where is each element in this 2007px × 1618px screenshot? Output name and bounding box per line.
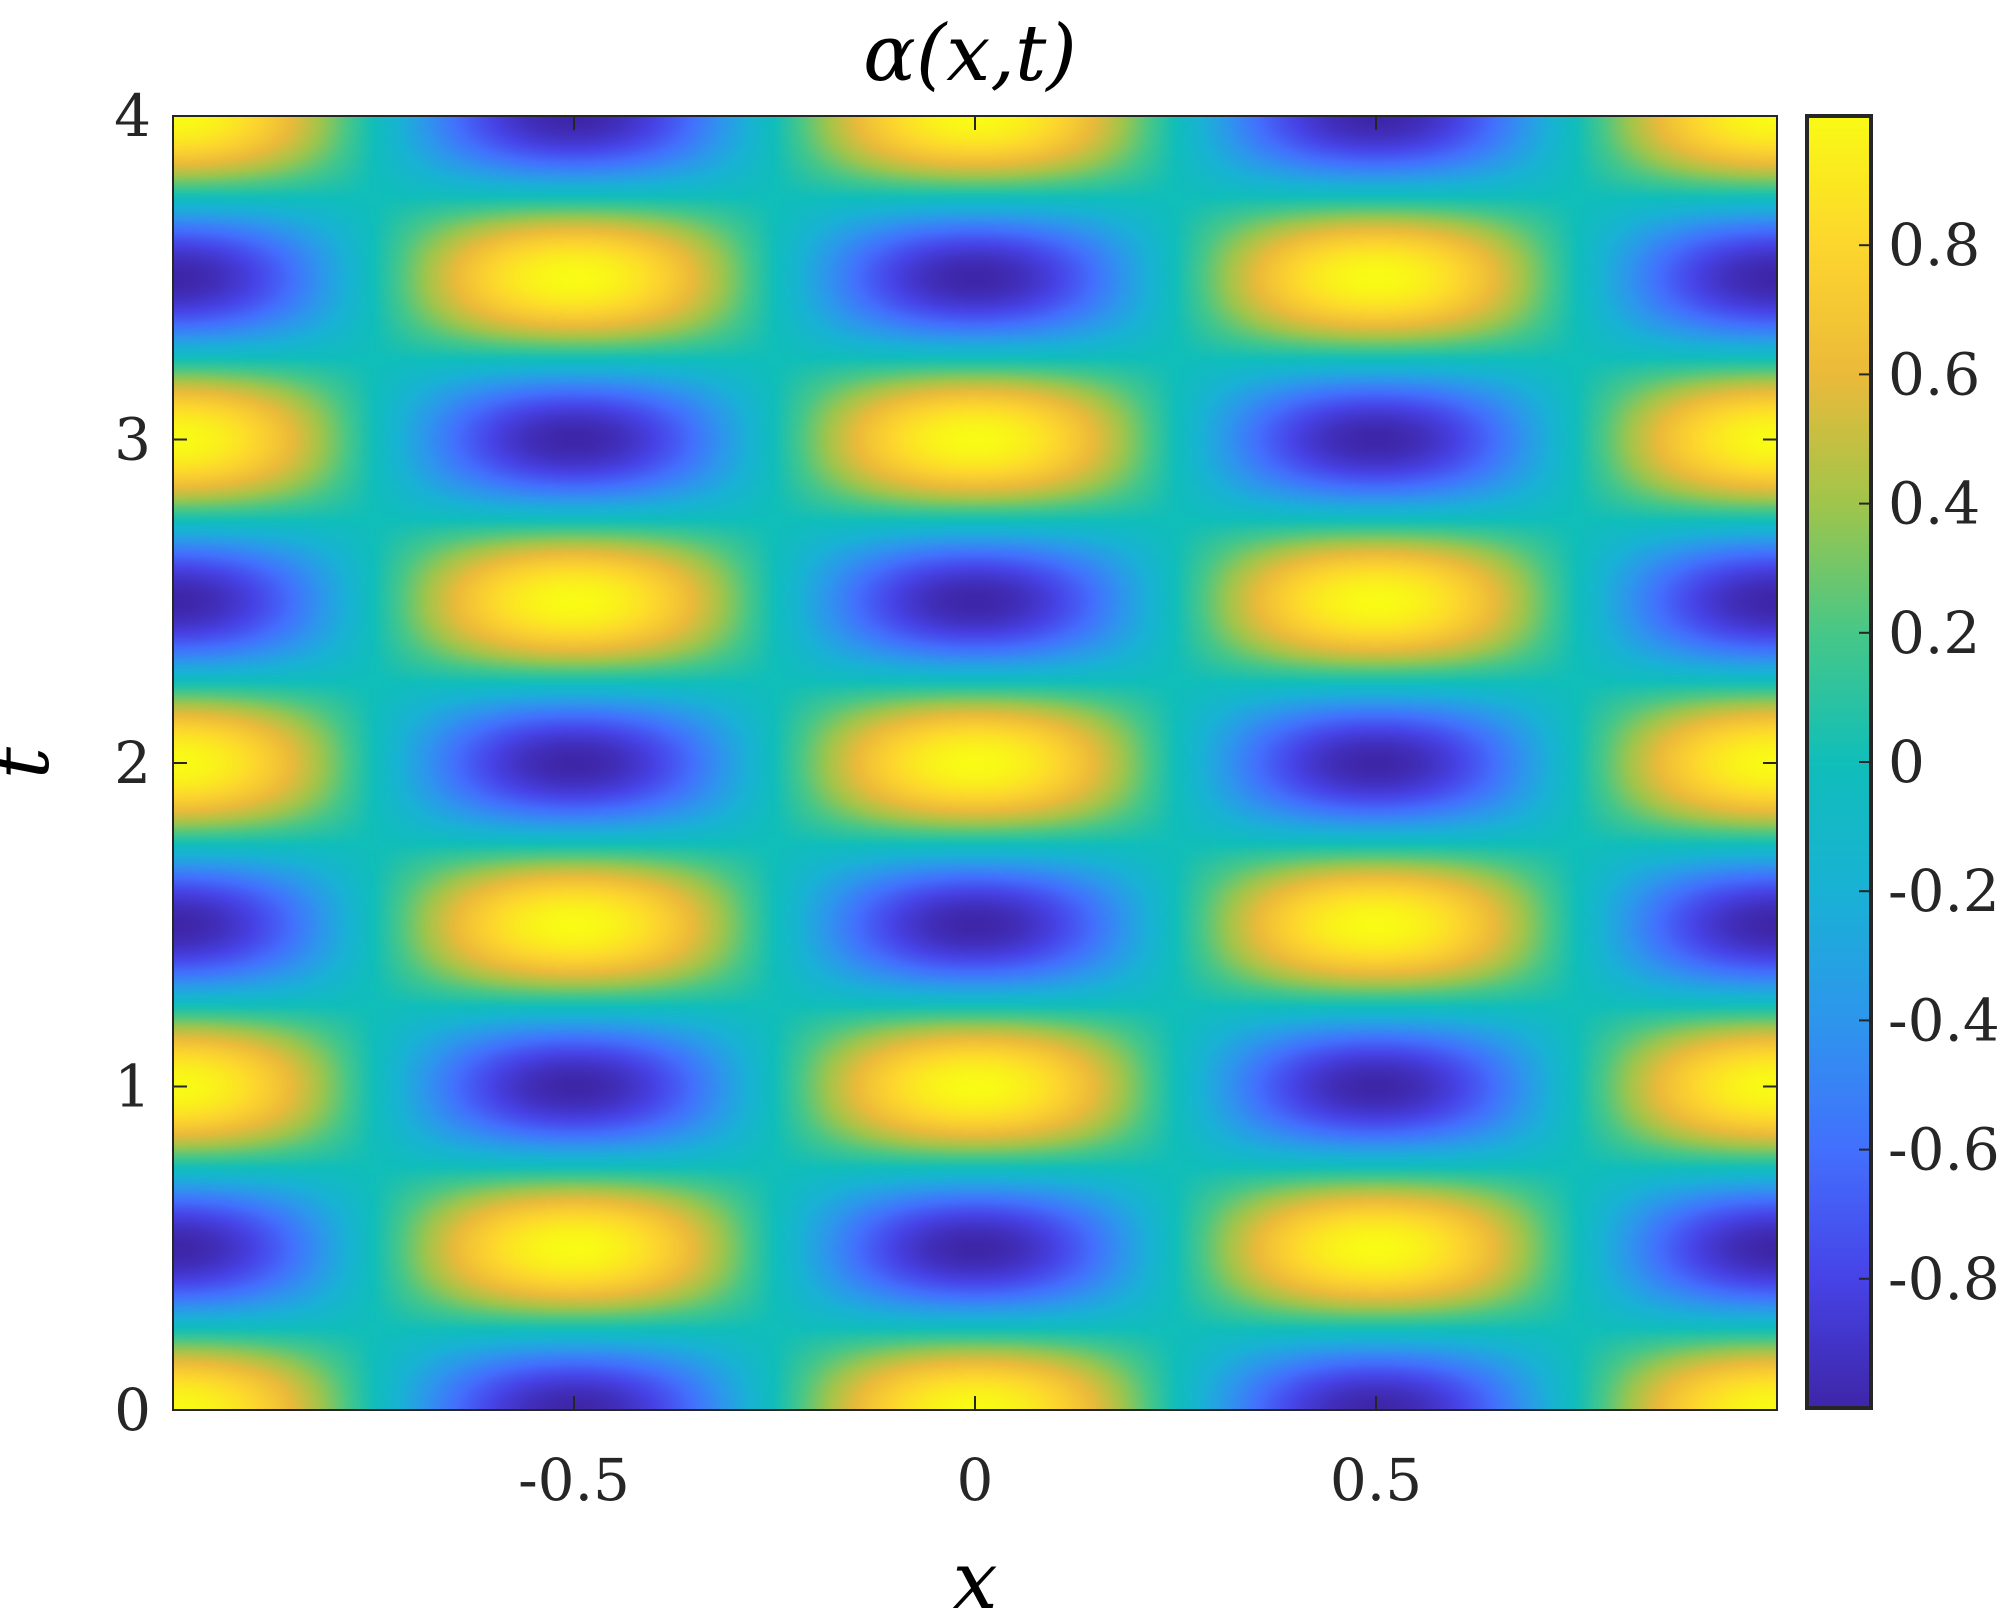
y-tick-label: 3 <box>114 406 151 474</box>
x-tick-label: 0.5 <box>1330 1446 1422 1514</box>
colorbar-tick-label: 0.8 <box>1888 211 1980 279</box>
colorbar: -0.8 -0.6 -0.4 -0.2 0 0.2 0.4 0.6 0.8 <box>1805 114 2000 1410</box>
colorbar-tick-label: -0.6 <box>1888 1116 2000 1184</box>
chart-title: α(x,t) <box>863 9 1077 99</box>
y-tick-label: 4 <box>114 82 151 150</box>
colorbar-tick-label: 0 <box>1888 728 1925 796</box>
y-axis-label: t <box>0 746 67 779</box>
y-tick-label: 0 <box>114 1376 151 1444</box>
colorbar-tick-label: 0.6 <box>1888 340 1980 408</box>
colorbar-tick-label: 0.2 <box>1888 599 1980 667</box>
y-tick-label: 2 <box>114 729 151 797</box>
y-tick-label: 1 <box>114 1053 151 1121</box>
colorbar-ticks: -0.8 -0.6 -0.4 -0.2 0 0.2 0.4 0.6 0.8 <box>1859 211 2000 1313</box>
y-axis-ticks: 0 1 2 3 4 <box>114 82 1777 1444</box>
plot-area <box>172 115 1778 1411</box>
colorbar-tick-label: -0.2 <box>1888 857 2000 925</box>
colorbar-tick-label: 0.4 <box>1888 470 1980 538</box>
x-tick-label: -0.5 <box>518 1446 630 1514</box>
colorbar-tick-label: -0.4 <box>1888 986 2000 1054</box>
x-axis-label: x <box>952 1534 997 1618</box>
heatmap-surface <box>173 116 1777 1410</box>
x-axis-ticks: -0.5 0 0.5 <box>518 116 1422 1514</box>
colorbar-tick-label: -0.8 <box>1888 1245 2000 1313</box>
x-tick-label: 0 <box>957 1446 994 1514</box>
